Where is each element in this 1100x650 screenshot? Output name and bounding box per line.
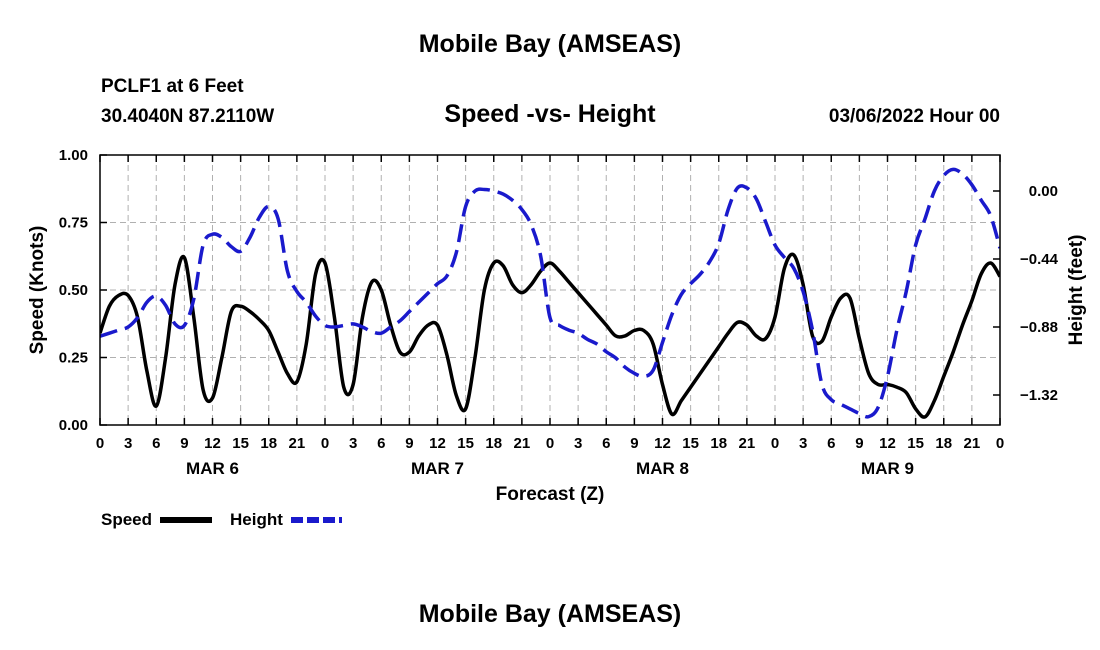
series-line-speed <box>100 252 1000 419</box>
y-axis-label-right: Height (feet) <box>1066 235 1087 346</box>
x-tick-label: 6 <box>827 435 835 452</box>
x-tick-label: 0 <box>996 435 1004 452</box>
legend-label-speed: Speed <box>101 510 152 529</box>
x-tick-label: 18 <box>710 435 727 452</box>
y-tick-label-left: 1.00 <box>59 147 88 164</box>
x-tick-label: 18 <box>485 435 502 452</box>
x-axis-label: Forecast (Z) <box>496 484 605 505</box>
chart-series-layer <box>100 167 1000 419</box>
x-tick-label: 18 <box>935 435 952 452</box>
series-line-height <box>100 167 1000 419</box>
x-tick-label: 9 <box>630 435 638 452</box>
x-day-label: MAR 6 <box>186 459 239 478</box>
x-tick-label: 3 <box>799 435 807 452</box>
x-tick-label: 21 <box>739 435 756 452</box>
x-tick-label: 21 <box>964 435 981 452</box>
x-tick-label: 0 <box>771 435 779 452</box>
chart-subtitle: Speed -vs- Height <box>444 100 656 128</box>
x-tick-label: 0 <box>546 435 554 452</box>
x-tick-label: 6 <box>377 435 385 452</box>
x-day-label: MAR 8 <box>636 459 689 478</box>
chart-legend: Speed Height <box>101 510 342 529</box>
chart-main-title: Mobile Bay (AMSEAS) <box>418 30 682 58</box>
x-tick-label: 21 <box>289 435 306 452</box>
y-tick-label-left: 0.50 <box>59 282 88 299</box>
x-tick-label: 9 <box>405 435 413 452</box>
y-tick-label-right: −1.32 <box>1020 387 1058 404</box>
y-tick-label-left: 0.00 <box>59 417 88 434</box>
forecast-datetime: 03/06/2022 Hour 00 <box>828 106 1000 127</box>
y-tick-label-left: 0.75 <box>59 215 88 232</box>
legend-label-height: Height <box>230 510 283 529</box>
station-label: PCLF1 at 6 Feet <box>101 76 244 97</box>
coordinates-label: 30.4040N 87.2110W <box>101 106 275 127</box>
x-tick-label: 12 <box>654 435 671 452</box>
chart-ticks: 0 3 6 9 12 15 18 21 0 3 6 9 12 15 18 21 0 3 6 9 12 15 18 21 0 3 6 9… <box>59 147 1059 478</box>
x-tick-label: 12 <box>204 435 221 452</box>
x-tick-label: 3 <box>124 435 132 452</box>
y-tick-label-right: −0.44 <box>1020 251 1059 268</box>
x-tick-label: 0 <box>96 435 104 452</box>
x-tick-label: 12 <box>879 435 896 452</box>
x-day-label: MAR 9 <box>861 459 914 478</box>
x-tick-label: 3 <box>574 435 582 452</box>
y-tick-label-right: −0.88 <box>1020 319 1058 336</box>
footer-title: Mobile Bay (AMSEAS) <box>418 600 682 628</box>
x-tick-label: 0 <box>321 435 329 452</box>
y-tick-label-right: 0.00 <box>1029 183 1058 200</box>
x-tick-label: 15 <box>682 435 699 452</box>
x-tick-label: 12 <box>429 435 446 452</box>
x-tick-label: 15 <box>232 435 249 452</box>
x-tick-label: 21 <box>514 435 531 452</box>
chart-grid <box>100 155 1000 425</box>
x-tick-label: 9 <box>180 435 188 452</box>
x-tick-label: 3 <box>349 435 357 452</box>
x-tick-label: 15 <box>907 435 924 452</box>
y-tick-label-left: 0.25 <box>59 350 88 367</box>
x-tick-label: 6 <box>152 435 160 452</box>
x-day-label: MAR 7 <box>411 459 464 478</box>
x-tick-label: 6 <box>602 435 610 452</box>
y-axis-label-left: Speed (Knots) <box>27 226 48 355</box>
x-tick-label: 15 <box>457 435 474 452</box>
x-tick-label: 9 <box>855 435 863 452</box>
x-tick-label: 18 <box>260 435 277 452</box>
